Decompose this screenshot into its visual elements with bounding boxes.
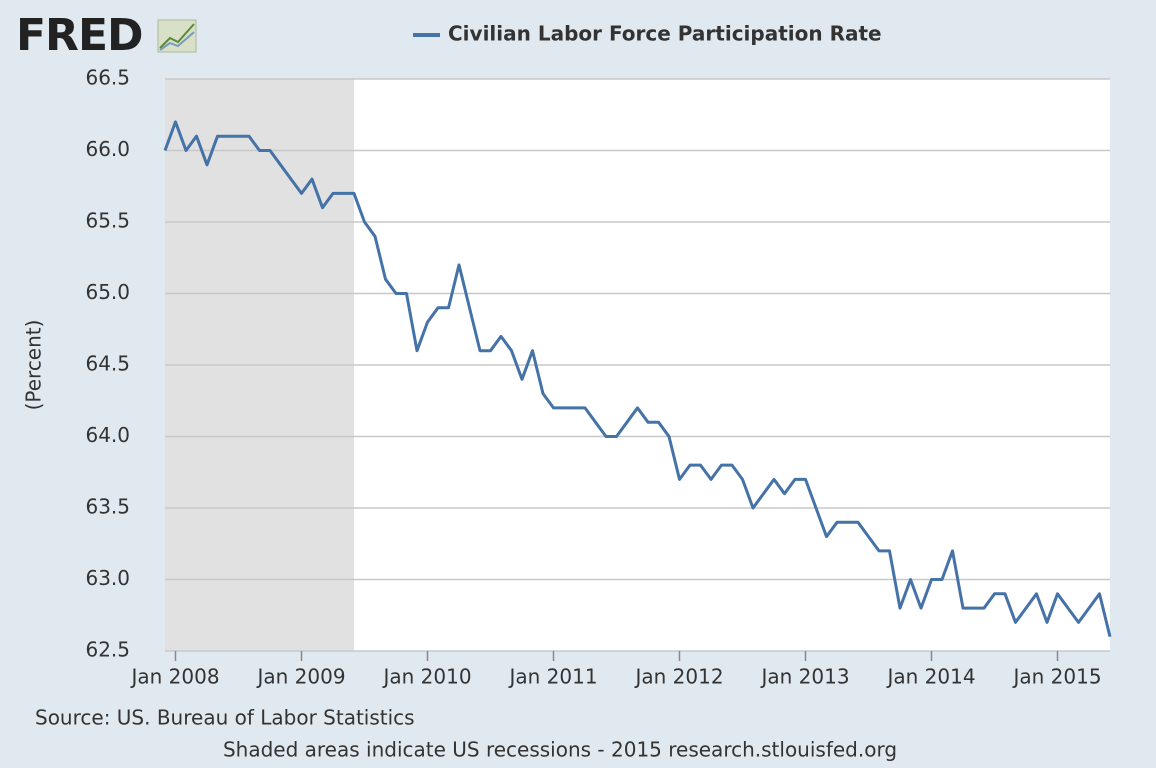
x-tick-label: Jan 2013 bbox=[759, 665, 849, 689]
x-tick-label: Jan 2009 bbox=[255, 665, 345, 689]
y-tick-label: 66.0 bbox=[85, 137, 130, 161]
source: Source: US. Bureau of Labor Statistics bbox=[35, 706, 415, 730]
y-tick-label: 64.0 bbox=[85, 423, 130, 447]
x-tick-label: Jan 2008 bbox=[129, 665, 219, 689]
x-tick-label: Jan 2012 bbox=[633, 665, 723, 689]
y-tick-label: 65.5 bbox=[85, 209, 130, 233]
x-tick-label: Jan 2010 bbox=[381, 665, 471, 689]
y-axis-label: (Percent) bbox=[22, 320, 46, 411]
x-tick-label: Jan 2011 bbox=[507, 665, 597, 689]
y-tick-label: 66.5 bbox=[85, 66, 130, 90]
y-tick-label: 63.0 bbox=[85, 566, 130, 590]
legend-label: Civilian Labor Force Participation Rate bbox=[448, 22, 882, 46]
y-tick-label: 63.5 bbox=[85, 495, 130, 519]
note: Shaded areas indicate US recessions - 20… bbox=[223, 738, 897, 762]
x-tick-label: Jan 2014 bbox=[885, 665, 975, 689]
y-tick-label: 64.5 bbox=[85, 352, 130, 376]
y-tick-label: 62.5 bbox=[85, 638, 130, 662]
logo-icon bbox=[157, 19, 197, 53]
series-line bbox=[163, 120, 1112, 638]
x-tick-label: Jan 2015 bbox=[1011, 665, 1101, 689]
logo: FRED bbox=[16, 10, 143, 61]
y-tick-label: 65.0 bbox=[85, 280, 130, 304]
